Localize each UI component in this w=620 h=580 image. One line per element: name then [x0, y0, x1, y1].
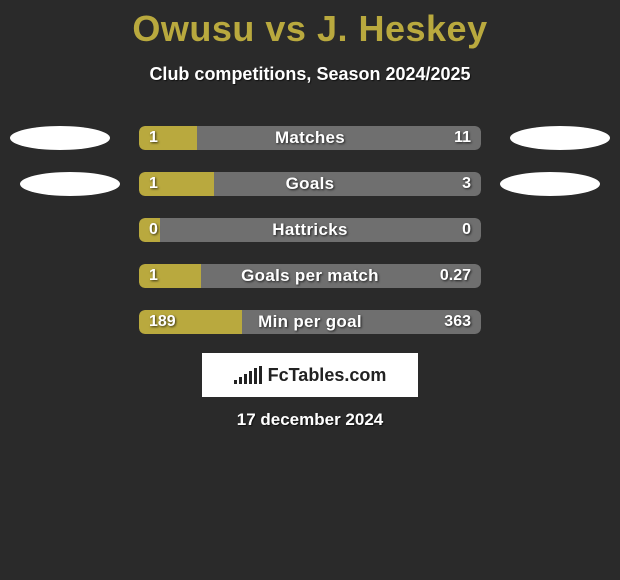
player1-badge	[10, 126, 110, 150]
stat-label: Min per goal	[139, 310, 481, 334]
stat-value-left: 1	[149, 264, 158, 288]
stat-label: Goals	[139, 172, 481, 196]
stat-bar: Matches111	[139, 126, 481, 150]
stat-bar: Hattricks0 0	[139, 218, 481, 242]
stat-row: Goals1 3	[0, 164, 620, 210]
player1-badge	[20, 172, 120, 196]
logo-text: FcTables.com	[268, 365, 387, 386]
stat-value-left: 189	[149, 310, 176, 334]
stat-row: Matches111	[0, 118, 620, 164]
stat-row: Min per goal189 363	[0, 302, 620, 348]
stat-rows: Matches111Goals13Hattricks00Goals per ma…	[0, 118, 620, 348]
stat-value-left: 1	[149, 172, 158, 196]
stat-label: Goals per match	[139, 264, 481, 288]
stat-label: Matches	[139, 126, 481, 150]
player2-badge	[500, 172, 600, 196]
page-title: Owusu vs J. Heskey	[0, 0, 620, 50]
stat-bar: Goals1 3	[139, 172, 481, 196]
player2-badge	[510, 126, 610, 150]
stat-value-right: 363	[444, 310, 471, 334]
stat-row: Goals per match1 0.27	[0, 256, 620, 302]
logo-bars-icon	[234, 366, 262, 384]
stat-value-right: 11	[454, 126, 471, 150]
stat-value-right: 0	[462, 218, 471, 242]
vs-separator: vs	[255, 8, 317, 49]
subtitle: Club competitions, Season 2024/2025	[0, 64, 620, 85]
stat-value-left: 1	[149, 126, 158, 150]
comparison-infographic: Owusu vs J. Heskey Club competitions, Se…	[0, 0, 620, 580]
stat-label: Hattricks	[139, 218, 481, 242]
stat-value-left: 0	[149, 218, 158, 242]
stat-value-right: 3	[462, 172, 471, 196]
stat-value-right: 0.27	[440, 264, 471, 288]
player1-name: Owusu	[132, 8, 255, 49]
stat-bar: Min per goal189 363	[139, 310, 481, 334]
stat-bar: Goals per match1 0.27	[139, 264, 481, 288]
stat-row: Hattricks0 0	[0, 210, 620, 256]
player2-name: J. Heskey	[317, 8, 488, 49]
date: 17 december 2024	[0, 410, 620, 430]
fctables-logo: FcTables.com	[202, 353, 418, 397]
